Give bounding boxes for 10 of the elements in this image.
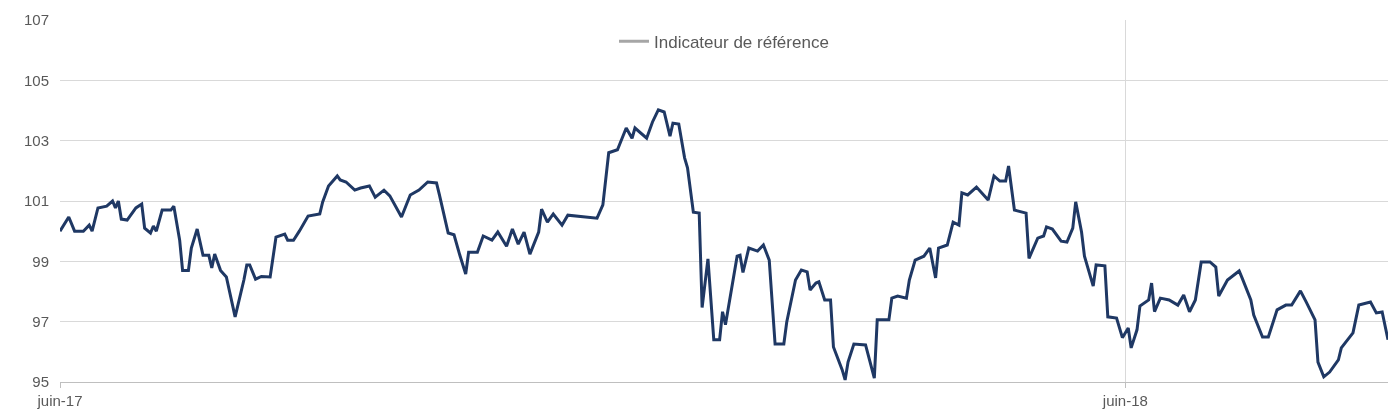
x-tick-label: juin-17: [36, 392, 83, 409]
y-tick-label: 101: [23, 192, 49, 210]
y-tick-label: 103: [23, 131, 49, 149]
y-tick-label: 99: [32, 252, 49, 270]
y-tick-label: 97: [32, 312, 49, 330]
legend-label: Indicateur de référence: [654, 32, 829, 52]
y-tick-label: 95: [32, 373, 49, 391]
y-tick-label: 105: [23, 71, 49, 89]
y-tick-label: 107: [23, 11, 49, 29]
x-tick-label: juin-18: [1101, 392, 1148, 409]
